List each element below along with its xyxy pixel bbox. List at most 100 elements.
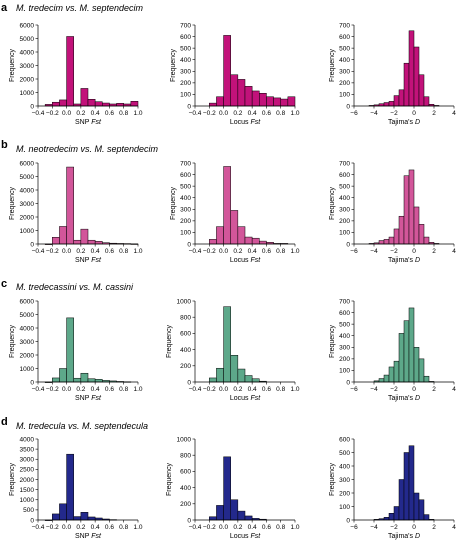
y-tick-label: 200 bbox=[180, 218, 191, 225]
y-axis-label: Frequency bbox=[329, 186, 336, 220]
x-tick-label: 0.6 bbox=[105, 248, 114, 255]
histogram-bar bbox=[418, 499, 425, 521]
x-tick-label: 0.6 bbox=[105, 110, 114, 117]
y-tick-label: 600 bbox=[339, 34, 350, 41]
x-axis-label: Locus Fst bbox=[230, 395, 261, 402]
y-tick-label: 300 bbox=[339, 69, 350, 76]
histogram-grid: −0.4 −0.2 0.0 0.2 0.4 0.6 0.8 1.001000200030004… bbox=[9, 22, 456, 540]
histogram-a-tajima: −6 −4 −2 0 2 4 0 100 200 300 400 500 600 700 Frequency… bbox=[329, 22, 456, 126]
histogram-bar bbox=[59, 226, 67, 245]
x-tick-label: 0.0 bbox=[219, 248, 228, 255]
x-tick-label: −0.4 bbox=[32, 248, 45, 255]
histogram-bar bbox=[209, 239, 217, 245]
histogram-bar bbox=[102, 102, 110, 107]
y-tick-label: 500 bbox=[339, 45, 350, 52]
y-tick-label: 2000 bbox=[20, 477, 35, 484]
histogram-bar bbox=[423, 236, 430, 245]
histogram-bar bbox=[398, 479, 405, 521]
x-tick-label: −0.2 bbox=[46, 524, 59, 531]
histogram-bar bbox=[87, 99, 96, 107]
x-axis-label: Tajima's D bbox=[388, 395, 420, 402]
y-tick-label: 4000 bbox=[20, 436, 35, 443]
panel-letter-b: b bbox=[1, 139, 8, 151]
histogram-bar bbox=[273, 97, 281, 107]
y-axis-label: Frequency bbox=[9, 48, 16, 82]
histogram-bar bbox=[423, 375, 430, 383]
histogram-bar bbox=[59, 503, 67, 521]
histogram-bar bbox=[287, 96, 296, 107]
y-tick-label: 1000 bbox=[20, 90, 35, 97]
y-axis-label: Frequency bbox=[9, 462, 16, 496]
x-tick-label: 0 bbox=[412, 248, 416, 255]
histogram-b-locus: −0.4 −0.2 0.0 0.2 0.4 0.6 0.8 1.0 0 100 200 300 400 5… bbox=[170, 160, 300, 264]
x-tick-label: 0.8 bbox=[276, 524, 285, 531]
y-axis-label: Frequency bbox=[9, 324, 16, 358]
histogram-bar bbox=[73, 516, 82, 521]
y-tick-label: 100 bbox=[339, 92, 350, 99]
histogram-bar bbox=[398, 89, 405, 107]
histogram-bar bbox=[251, 237, 260, 245]
histogram-bar bbox=[266, 96, 274, 107]
histogram-bar bbox=[251, 378, 260, 383]
histogram-bar bbox=[73, 377, 82, 383]
y-tick-label: 0 bbox=[346, 241, 350, 248]
histogram-bar bbox=[408, 169, 415, 245]
x-tick-label: 1.0 bbox=[290, 386, 299, 393]
y-tick-label: 400 bbox=[180, 347, 191, 354]
histogram-bar bbox=[237, 226, 246, 245]
y-tick-label: 700 bbox=[180, 160, 191, 167]
histogram-bar bbox=[59, 368, 67, 383]
histogram-bar bbox=[393, 506, 400, 521]
x-tick-label: 1.0 bbox=[133, 248, 142, 255]
histogram-bar bbox=[388, 513, 395, 521]
y-tick-label: 800 bbox=[180, 315, 191, 322]
x-tick-label: 0 bbox=[412, 386, 416, 393]
y-tick-label: 400 bbox=[339, 463, 350, 470]
histogram-bar bbox=[383, 374, 390, 383]
histogram-bar bbox=[383, 239, 390, 245]
x-tick-label: 0.8 bbox=[276, 386, 285, 393]
histogram-bar bbox=[388, 101, 395, 107]
histogram-bar bbox=[280, 98, 289, 107]
y-axis-label: Frequency bbox=[166, 324, 173, 358]
histogram-bar bbox=[230, 74, 239, 107]
histogram-bar bbox=[403, 320, 410, 383]
y-tick-label: 500 bbox=[23, 507, 34, 514]
x-tick-label: −0.2 bbox=[46, 248, 59, 255]
y-tick-label: 2500 bbox=[20, 467, 35, 474]
x-tick-label: 0.0 bbox=[219, 110, 228, 117]
histogram-bar bbox=[52, 237, 60, 245]
y-tick-label: 5000 bbox=[20, 312, 35, 319]
x-tick-label: −6 bbox=[350, 524, 358, 531]
x-tick-label: 0.4 bbox=[248, 248, 257, 255]
histogram-bar bbox=[237, 79, 246, 107]
y-tick-label: 1000 bbox=[177, 436, 192, 443]
histogram-d-locus: −0.4 −0.2 0.0 0.2 0.4 0.6 0.8 1.0 0 200 400 600 800 1… bbox=[166, 436, 300, 540]
y-tick-label: 0 bbox=[30, 517, 34, 524]
y-tick-label: 700 bbox=[339, 160, 350, 167]
x-tick-label: 0.0 bbox=[62, 386, 71, 393]
histogram-bar bbox=[230, 499, 239, 521]
y-tick-label: 200 bbox=[180, 501, 191, 508]
y-tick-label: 500 bbox=[339, 450, 350, 457]
x-axis-label: SNP Fst bbox=[75, 119, 102, 126]
y-tick-label: 3000 bbox=[20, 457, 35, 464]
y-tick-label: 200 bbox=[339, 218, 350, 225]
y-tick-label: 4000 bbox=[20, 325, 35, 332]
x-tick-label: 0.4 bbox=[248, 110, 257, 117]
histogram-a-locus: −0.4 −0.2 0.0 0.2 0.4 0.6 0.8 1.0 0 100 200 300 400 5… bbox=[170, 22, 300, 126]
x-tick-label: 0.8 bbox=[119, 110, 128, 117]
y-tick-label: 400 bbox=[180, 485, 191, 492]
y-tick-label: 300 bbox=[339, 477, 350, 484]
x-tick-label: 0.0 bbox=[219, 386, 228, 393]
x-tick-label: −0.2 bbox=[203, 524, 216, 531]
histogram-bar bbox=[59, 99, 67, 107]
y-tick-label: 400 bbox=[180, 195, 191, 202]
x-tick-label: −0.4 bbox=[32, 110, 45, 117]
x-tick-label: −0.2 bbox=[203, 110, 216, 117]
x-axis-label: SNP Fst bbox=[75, 257, 102, 264]
y-tick-label: 4000 bbox=[20, 49, 35, 56]
y-axis-label: Frequency bbox=[329, 324, 336, 358]
row-title-c: M. tredecassini vs. M. cassini bbox=[16, 282, 134, 292]
x-tick-label: 0.2 bbox=[233, 524, 242, 531]
